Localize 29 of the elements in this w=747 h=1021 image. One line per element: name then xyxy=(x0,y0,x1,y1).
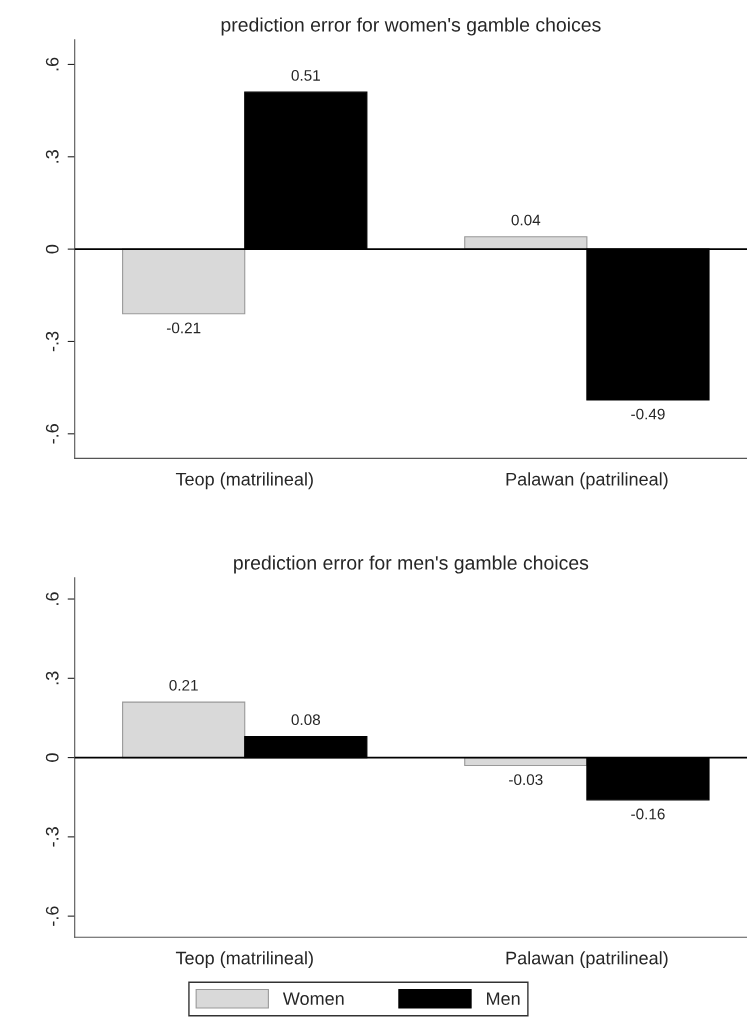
y-tick-label: .6 xyxy=(45,592,59,605)
bar xyxy=(122,701,246,759)
data-label: -0.21 xyxy=(166,322,201,334)
y-tick-label: -.3 xyxy=(45,331,59,352)
chart-title: prediction error for men's gamble choices xyxy=(234,555,589,574)
data-label: -0.03 xyxy=(509,774,543,786)
y-tick-label: .3 xyxy=(45,150,59,163)
y-tick-label: -.3 xyxy=(45,827,59,847)
x-tick-label: Teop (matrilineal) xyxy=(175,472,313,490)
y-tick-label: -.6 xyxy=(45,424,59,444)
chart-title: prediction error for women's gamble choices xyxy=(221,17,601,36)
y-tick-label: .6 xyxy=(45,57,59,71)
y-tick-label: .3 xyxy=(45,671,59,685)
legend-label: Men xyxy=(487,992,520,1005)
legend-label: Women xyxy=(282,992,344,1005)
data-label: 0.51 xyxy=(291,69,320,81)
data-label: -0.16 xyxy=(631,808,665,820)
bar xyxy=(122,248,246,315)
y-tick-label: -.6 xyxy=(45,906,59,926)
bar xyxy=(464,236,588,250)
x-tick-label: Palawan (patrilineal) xyxy=(506,472,668,490)
data-label: 0.21 xyxy=(169,679,198,691)
data-label: 0.08 xyxy=(291,714,321,726)
x-tick-label: Palawan (patrilineal) xyxy=(506,951,668,968)
data-label: 0.04 xyxy=(511,214,541,226)
y-tick-label: 0 xyxy=(45,244,59,254)
x-tick-label: Teop (matrilineal) xyxy=(175,951,313,968)
data-label: -0.49 xyxy=(631,408,665,420)
y-tick-label: 0 xyxy=(45,753,59,762)
